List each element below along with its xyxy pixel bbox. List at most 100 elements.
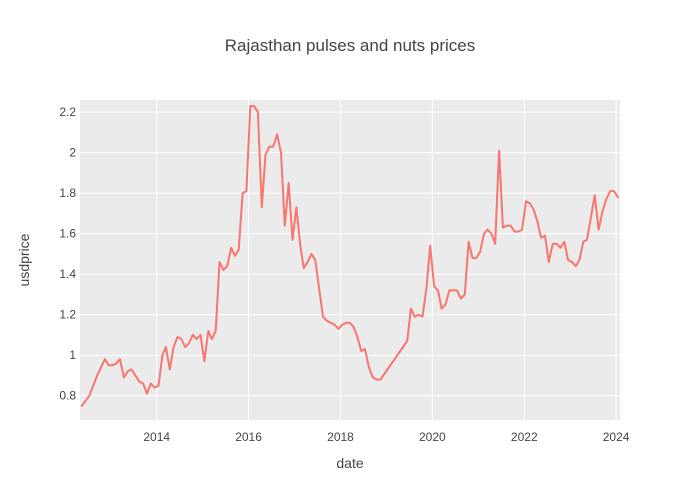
y-tick-label: 1 xyxy=(69,348,76,362)
data-point[interactable] xyxy=(488,231,494,237)
data-point[interactable] xyxy=(251,103,257,109)
data-point[interactable] xyxy=(94,372,100,378)
data-point[interactable] xyxy=(466,239,472,245)
data-point[interactable] xyxy=(454,287,460,293)
data-point[interactable] xyxy=(286,180,292,186)
data-point[interactable] xyxy=(366,364,372,370)
data-point[interactable] xyxy=(159,352,165,358)
data-point[interactable] xyxy=(443,302,449,308)
data-point[interactable] xyxy=(167,366,173,372)
data-point[interactable] xyxy=(274,131,280,137)
data-point[interactable] xyxy=(79,403,85,409)
data-point[interactable] xyxy=(259,204,265,210)
data-point[interactable] xyxy=(186,340,192,346)
data-point[interactable] xyxy=(132,372,138,378)
data-point[interactable] xyxy=(270,144,276,150)
data-point[interactable] xyxy=(236,247,242,253)
data-point[interactable] xyxy=(496,148,502,154)
data-point[interactable] xyxy=(584,237,590,243)
data-point[interactable] xyxy=(546,259,552,265)
data-point[interactable] xyxy=(588,215,594,221)
y-tick-label: 1.8 xyxy=(59,186,76,200)
chart-title: Rajasthan pulses and nuts prices xyxy=(225,36,475,55)
data-point[interactable] xyxy=(519,227,525,233)
data-point[interactable] xyxy=(305,259,311,265)
data-point[interactable] xyxy=(427,243,433,249)
data-point[interactable] xyxy=(293,204,299,210)
data-point[interactable] xyxy=(213,328,219,334)
data-point[interactable] xyxy=(534,219,540,225)
data-point[interactable] xyxy=(290,237,296,243)
y-tick-label: 1.2 xyxy=(59,308,76,322)
data-point[interactable] xyxy=(282,223,288,229)
data-point[interactable] xyxy=(278,150,284,156)
data-point[interactable] xyxy=(255,109,261,115)
y-axis-title: usdprice xyxy=(16,233,32,286)
x-tick-label: 2014 xyxy=(143,430,170,444)
data-point[interactable] xyxy=(144,391,150,397)
x-tick-label: 2022 xyxy=(511,430,538,444)
data-point[interactable] xyxy=(462,291,468,297)
data-point[interactable] xyxy=(98,364,104,370)
y-tick-label: 2.2 xyxy=(59,105,76,119)
data-point[interactable] xyxy=(420,314,426,320)
data-point[interactable] xyxy=(308,251,314,257)
series-group xyxy=(79,103,621,409)
data-point[interactable] xyxy=(611,188,617,194)
data-point[interactable] xyxy=(492,241,498,247)
data-point[interactable] xyxy=(171,344,177,350)
data-point[interactable] xyxy=(404,338,410,344)
data-point[interactable] xyxy=(263,152,269,158)
data-point[interactable] xyxy=(205,328,211,334)
data-point[interactable] xyxy=(201,358,207,364)
data-point[interactable] xyxy=(312,257,318,263)
data-point[interactable] xyxy=(224,263,230,269)
data-point[interactable] xyxy=(217,259,223,265)
data-point[interactable] xyxy=(163,344,169,350)
data-point[interactable] xyxy=(362,346,368,352)
y-axis-ticks: 0.8 1 1.2 1.4 1.6 1.8 2 2.2 xyxy=(59,105,76,403)
x-axis-ticks: 2014 2016 2018 2020 2022 2024 xyxy=(143,430,629,444)
data-point[interactable] xyxy=(86,393,92,399)
data-point[interactable] xyxy=(351,324,357,330)
data-point[interactable] xyxy=(576,257,582,263)
data-point[interactable] xyxy=(178,336,184,342)
data-point[interactable] xyxy=(596,227,602,233)
data-point[interactable] xyxy=(316,285,322,291)
data-point[interactable] xyxy=(209,336,215,342)
data-point[interactable] xyxy=(531,206,537,212)
data-point[interactable] xyxy=(102,356,108,362)
data-point[interactable] xyxy=(477,249,483,255)
data-point[interactable] xyxy=(473,255,479,261)
data-point[interactable] xyxy=(561,239,567,245)
data-point[interactable] xyxy=(301,265,307,271)
data-point[interactable] xyxy=(435,287,441,293)
data-point[interactable] xyxy=(232,253,238,259)
data-point[interactable] xyxy=(592,192,598,198)
data-point[interactable] xyxy=(527,200,533,206)
data-point[interactable] xyxy=(297,243,303,249)
data-point[interactable] xyxy=(573,263,579,269)
data-point[interactable] xyxy=(378,377,384,383)
data-point[interactable] xyxy=(615,194,621,200)
data-point[interactable] xyxy=(408,306,414,312)
data-point[interactable] xyxy=(508,223,514,229)
data-point[interactable] xyxy=(243,188,249,194)
data-point[interactable] xyxy=(117,356,123,362)
data-point[interactable] xyxy=(557,245,563,251)
data-point[interactable] xyxy=(140,381,146,387)
data-point[interactable] xyxy=(600,208,606,214)
data-point[interactable] xyxy=(121,375,127,381)
data-point[interactable] xyxy=(354,334,360,340)
data-point[interactable] xyxy=(228,245,234,251)
y-tick-label: 1.6 xyxy=(59,227,76,241)
data-point[interactable] xyxy=(423,285,429,291)
y-tick-label: 2 xyxy=(69,146,76,160)
x-tick-label: 2016 xyxy=(235,430,262,444)
data-point[interactable] xyxy=(129,366,135,372)
data-point[interactable] xyxy=(542,233,548,239)
data-point[interactable] xyxy=(603,196,609,202)
y-tick-label: 1.4 xyxy=(59,267,76,281)
data-point[interactable] xyxy=(198,332,204,338)
data-point[interactable] xyxy=(156,383,162,389)
